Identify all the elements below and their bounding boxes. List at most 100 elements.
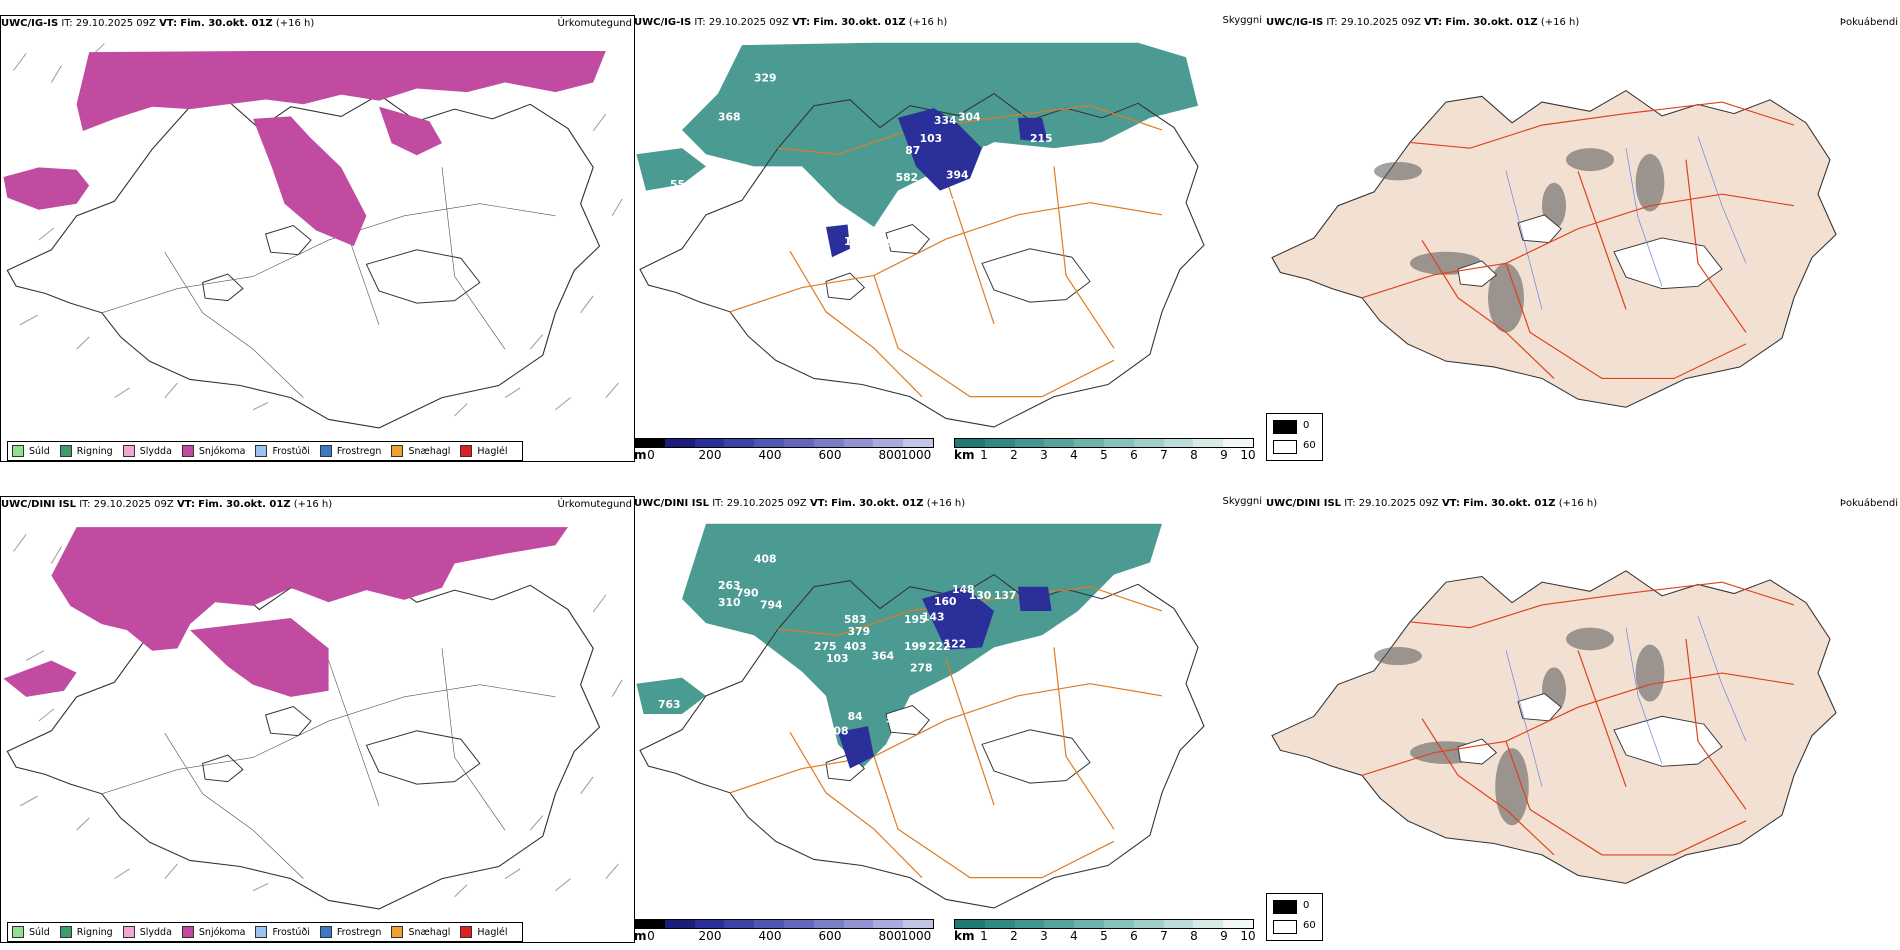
legend-item: Snæhagl — [391, 926, 450, 938]
colorbar-tick: 5 — [1100, 448, 1108, 462]
vt-label: VT: — [1424, 17, 1443, 28]
vt-value: Fim. 30.okt. 01Z — [180, 18, 273, 29]
map-label: 103 — [826, 652, 849, 665]
colorbar-tick: 200 — [698, 929, 722, 943]
legend-item: Frostúði — [255, 445, 310, 457]
it-value: 29.10.2025 09Z — [93, 499, 174, 510]
map-label: 148 — [952, 583, 975, 596]
it-label: IT: — [79, 499, 91, 510]
lead-time: (+16 h) — [908, 17, 948, 28]
legend-swatch — [12, 926, 24, 938]
legend-label: Súld — [29, 445, 50, 457]
map-label: 137 — [994, 589, 1017, 602]
legend-label: Snjókoma — [198, 445, 246, 457]
colorbar-tick: 6 — [1130, 448, 1138, 462]
legend-swatch — [59, 926, 72, 938]
vt-value: Fim. 30.okt. 01Z — [831, 498, 924, 509]
legend-item: Haglél — [460, 926, 508, 938]
snow-depth-patches — [826, 108, 1048, 258]
legend-item: Rigning — [59, 445, 113, 457]
colorbar-tick: 1000 — [900, 929, 932, 943]
legend-item: Súld — [12, 445, 50, 457]
panel-title: Þokuábendi — [1839, 498, 1898, 509]
legend-item: Slydda — [122, 926, 172, 938]
map-label: 364 — [872, 649, 895, 662]
map-label: 368 — [718, 110, 741, 123]
legend-label: Slydda — [139, 445, 172, 457]
colorbar-tick: 9 — [1220, 448, 1228, 462]
roads — [1361, 581, 1795, 856]
map-label: 790 — [736, 586, 759, 599]
map-label: 310 — [718, 596, 741, 609]
panel-header: UWC/DINI ISL IT: 29.10.2025 09Z VT: Fim.… — [1, 497, 634, 513]
legend-swatch — [460, 926, 473, 938]
vt-label: VT: — [176, 499, 195, 510]
colorbar-tick: 800 — [878, 929, 902, 943]
map-label: 222 — [928, 640, 951, 653]
colorbar-tick: 7 — [1160, 448, 1168, 462]
roads — [101, 648, 556, 879]
it-value: 29.10.2025 09Z — [75, 18, 156, 29]
colorbar-tick: 1 — [980, 929, 988, 943]
colorbar-tick: 600 — [818, 929, 842, 943]
roads — [101, 167, 556, 398]
colorbar-unit: km — [954, 448, 975, 462]
snow-depth-patches — [838, 586, 1052, 769]
vt-value: Fim. 30.okt. 01Z — [1445, 17, 1538, 28]
map-label: 763 — [658, 698, 681, 711]
colorbar-tick: 7 — [1160, 929, 1168, 943]
visibility-map: 329 368 304 334 103 87 215 582 596 394 3… — [636, 42, 1205, 428]
legend-label: Snjókoma — [198, 926, 246, 938]
visibility-colorbar: km 1 2 3 4 5 6 7 8 9 10 — [954, 919, 1256, 943]
legend-swatch — [1273, 420, 1297, 434]
fog-shading — [1374, 148, 1665, 333]
legend-swatch — [1273, 920, 1297, 934]
vt-value: Fim. 30.okt. 01Z — [1463, 498, 1556, 509]
colorbar-tick: 600 — [818, 448, 842, 462]
legend-item: Frostúði — [255, 926, 310, 938]
fog-index-map — [1271, 89, 1837, 408]
fog-index-map — [1271, 570, 1837, 884]
it-value: 29.10.2025 09Z — [726, 498, 807, 509]
map-label: 794 — [760, 598, 783, 611]
lead-time: (+16 h) — [1540, 17, 1580, 28]
model-name: UWC/DINI ISL — [1, 499, 77, 510]
fog-panel-bottom: UWC/DINI ISL IT: 29.10.2025 09Z VT: Fim.… — [1266, 496, 1900, 891]
colorbar-tick: 1 — [980, 448, 988, 462]
legend-item: Súld — [12, 926, 50, 938]
legend-label: Rigning — [76, 926, 113, 938]
vt-label: VT: — [159, 18, 178, 29]
legend-swatch — [319, 445, 332, 457]
map-label: 403 — [844, 640, 867, 653]
map-label: 582 — [896, 171, 919, 184]
visibility-panel-top: UWC/IG-IS IT: 29.10.2025 09Z VT: Fim. 30… — [634, 15, 1264, 462]
legend-label: Slydda — [139, 926, 172, 938]
snow-depth-colorbar: m 0 200 400 600 800 1000 — [634, 438, 934, 462]
legend-label: Súld — [29, 926, 50, 938]
map-label: 55 — [670, 178, 685, 191]
colorbar-tick: 200 — [698, 448, 722, 462]
colorbar-tick: 0 — [647, 448, 655, 462]
legend-swatch — [319, 926, 332, 938]
colorbar-tick: 800 — [878, 448, 902, 462]
map-label: 838 — [886, 236, 909, 249]
map-label: 263 — [718, 579, 741, 592]
map-label: 334 — [934, 114, 957, 127]
snowfall-area — [3, 50, 606, 247]
precip-type-legend: Súld Rigning Slydda Snjókoma Frostúði Fr… — [7, 922, 523, 942]
colorbar-tick: 6 — [1130, 929, 1138, 943]
legend-label: Haglél — [477, 445, 508, 457]
legend-swatch — [1273, 900, 1297, 914]
map-label: 215 — [1030, 132, 1053, 145]
map-label: 516 — [886, 712, 909, 725]
colorbar-tick: 10 — [1240, 929, 1256, 943]
legend-item: Frostregn — [319, 445, 381, 457]
legend-swatch — [391, 926, 404, 938]
lead-time: (+16 h) — [275, 18, 315, 29]
colorbar-tick: 0 — [647, 929, 655, 943]
panel-title: Úrkomutegund — [557, 18, 632, 29]
vt-label: VT: — [809, 498, 828, 509]
vt-label: VT: — [792, 17, 811, 28]
model-name: UWC/IG-IS — [1, 18, 59, 29]
colorbar-tick: 8 — [1190, 448, 1198, 462]
